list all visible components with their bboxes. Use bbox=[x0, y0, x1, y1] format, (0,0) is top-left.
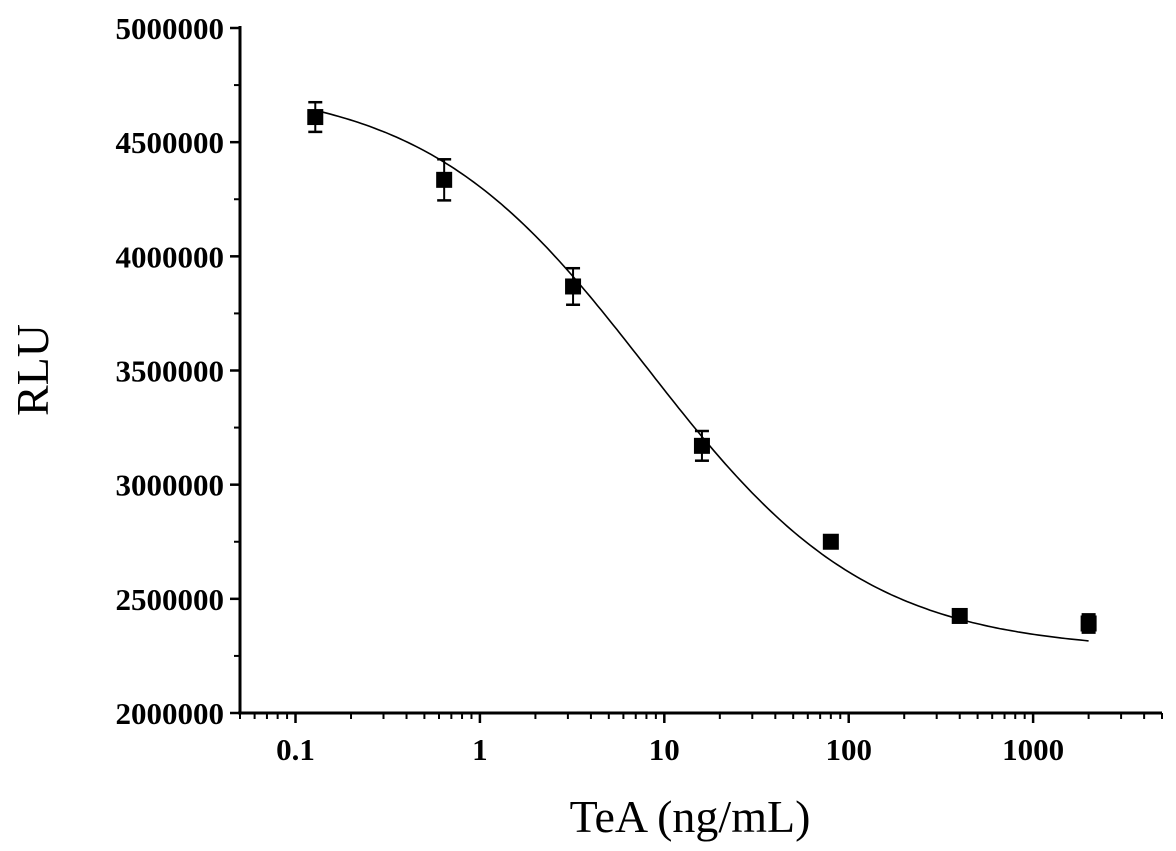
y-axis-title: RLU bbox=[7, 324, 58, 416]
data-point bbox=[307, 109, 324, 126]
y-tick-label: 2500000 bbox=[116, 582, 225, 617]
data-point bbox=[436, 171, 453, 188]
data-point bbox=[693, 437, 710, 454]
fit-curve bbox=[315, 109, 1089, 642]
x-tick-label: 10 bbox=[649, 732, 680, 767]
data-point bbox=[951, 607, 968, 624]
y-tick-label: 5000000 bbox=[116, 11, 225, 46]
y-tick-label: 4500000 bbox=[116, 125, 225, 160]
y-tick-label: 4000000 bbox=[116, 239, 225, 274]
data-point bbox=[822, 533, 839, 550]
data-point bbox=[1080, 615, 1097, 632]
data-point bbox=[565, 278, 582, 295]
x-tick-label: 100 bbox=[825, 732, 872, 767]
y-tick-label: 3000000 bbox=[116, 468, 225, 503]
x-tick-label: 1 bbox=[472, 732, 488, 767]
x-tick-label: 1000 bbox=[1002, 732, 1064, 767]
y-tick-label: 3500000 bbox=[116, 354, 225, 389]
y-tick-label: 2000000 bbox=[116, 696, 225, 731]
x-tick-label: 0.1 bbox=[276, 732, 315, 767]
x-axis-title: TeA (ng/mL) bbox=[570, 791, 811, 842]
